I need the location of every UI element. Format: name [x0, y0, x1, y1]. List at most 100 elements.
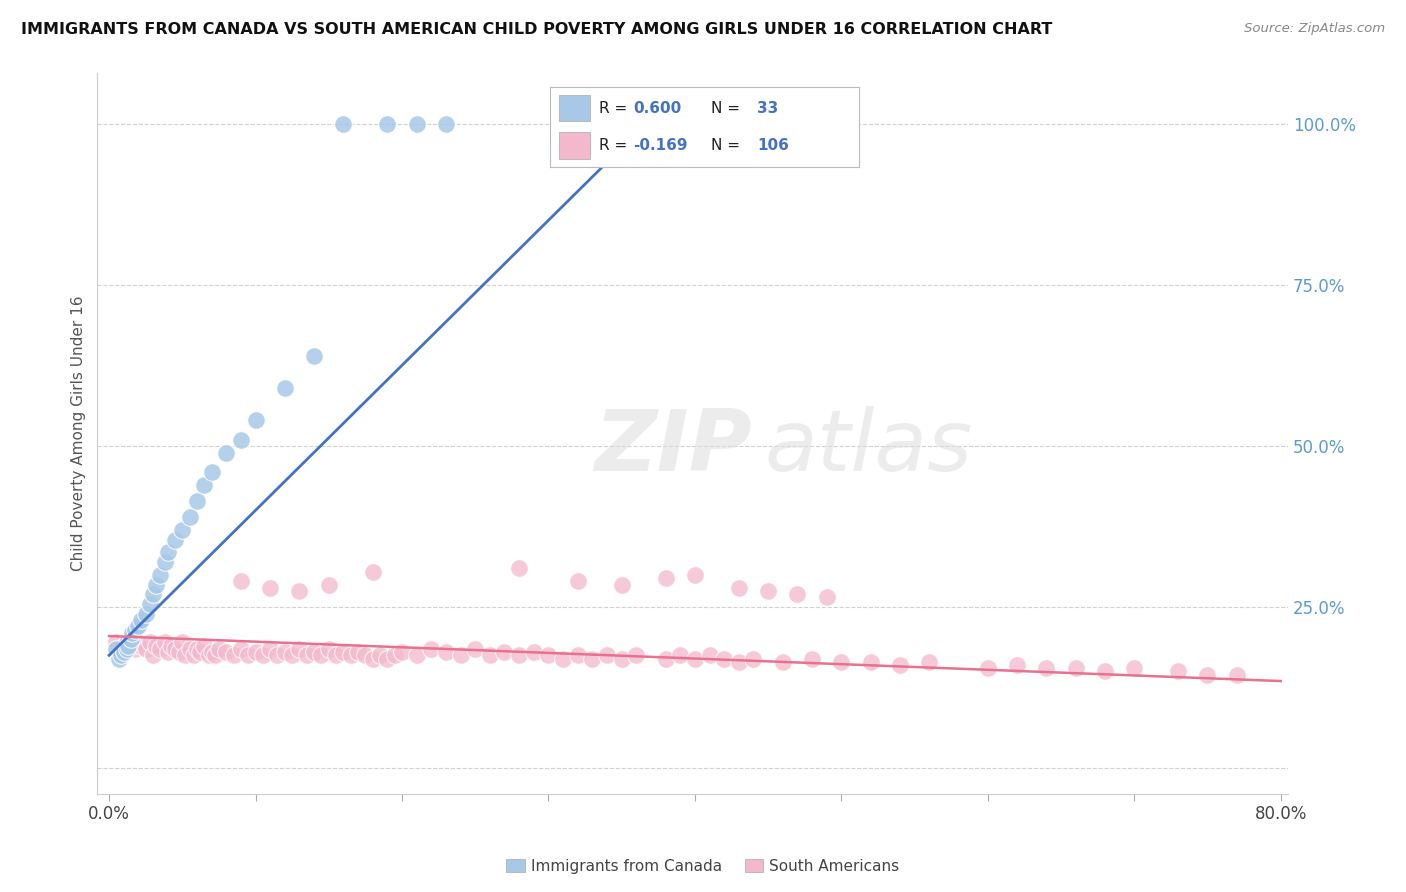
Point: [174, 648, 197, 663]
Point: [478, 648, 501, 663]
Legend: Immigrants from Canada, South Americans: Immigrants from Canada, South Americans: [501, 853, 905, 880]
Point: [266, 648, 288, 663]
Point: [375, 118, 398, 132]
Point: [683, 651, 706, 665]
Point: [172, 635, 194, 649]
Point: [815, 591, 838, 605]
Point: [391, 645, 413, 659]
Point: [384, 648, 406, 663]
Point: [464, 641, 486, 656]
Point: [859, 655, 882, 669]
Point: [110, 648, 132, 663]
Point: [142, 648, 165, 663]
Point: [259, 641, 281, 656]
Point: [129, 639, 152, 653]
Point: [112, 645, 135, 659]
Point: [197, 648, 219, 663]
Point: [135, 641, 157, 656]
Point: [193, 478, 215, 492]
Point: [288, 584, 311, 599]
Point: [124, 623, 146, 637]
Point: [135, 607, 157, 621]
Point: [1064, 661, 1087, 675]
Point: [727, 581, 749, 595]
Point: [434, 118, 457, 132]
Point: [274, 381, 297, 395]
Point: [259, 581, 281, 595]
Point: [127, 619, 149, 633]
Point: [229, 574, 252, 589]
Point: [420, 641, 443, 656]
Point: [204, 648, 226, 663]
Point: [188, 645, 211, 659]
Point: [222, 648, 245, 663]
Point: [699, 648, 721, 663]
Point: [139, 597, 162, 611]
Point: [193, 639, 215, 653]
Point: [756, 584, 779, 599]
Point: [1094, 665, 1116, 679]
Point: [1167, 665, 1189, 679]
Point: [494, 645, 516, 659]
Point: [115, 641, 138, 656]
Point: [567, 648, 589, 663]
Point: [127, 635, 149, 649]
Point: [567, 574, 589, 589]
Point: [434, 645, 457, 659]
Point: [200, 465, 222, 479]
Point: [179, 510, 201, 524]
Point: [108, 651, 131, 665]
Point: [332, 645, 354, 659]
Point: [977, 661, 1000, 675]
Point: [179, 641, 201, 656]
Point: [120, 639, 142, 653]
Point: [1123, 661, 1146, 675]
Point: [129, 613, 152, 627]
Point: [311, 648, 333, 663]
Point: [610, 577, 633, 591]
Point: [325, 648, 347, 663]
Point: [124, 641, 146, 656]
Point: [169, 645, 191, 659]
Point: [139, 635, 162, 649]
Point: [112, 645, 135, 659]
Point: [669, 648, 692, 663]
Point: [450, 648, 472, 663]
Point: [318, 641, 340, 656]
Point: [332, 118, 354, 132]
Point: [153, 635, 176, 649]
Point: [889, 657, 911, 672]
Text: IMMIGRANTS FROM CANADA VS SOUTH AMERICAN CHILD POVERTY AMONG GIRLS UNDER 16 CORR: IMMIGRANTS FROM CANADA VS SOUTH AMERICAN…: [21, 22, 1053, 37]
Point: [215, 445, 238, 459]
Point: [508, 648, 530, 663]
Point: [523, 645, 546, 659]
Point: [117, 639, 139, 653]
Point: [537, 648, 560, 663]
Point: [302, 645, 325, 659]
Point: [727, 655, 749, 669]
Point: [156, 645, 179, 659]
Point: [252, 648, 274, 663]
Point: [551, 651, 574, 665]
Point: [110, 641, 132, 656]
Point: [626, 648, 648, 663]
Point: [105, 635, 128, 649]
Point: [596, 648, 619, 663]
Point: [156, 545, 179, 559]
Point: [120, 632, 142, 647]
Point: [145, 639, 167, 653]
Point: [274, 645, 297, 659]
Point: [288, 641, 311, 656]
Point: [405, 648, 427, 663]
Point: [1197, 667, 1219, 681]
Point: [654, 651, 676, 665]
Point: [368, 648, 391, 663]
Point: [1226, 667, 1249, 681]
Point: [105, 641, 128, 656]
Point: [918, 655, 941, 669]
Point: [508, 561, 530, 575]
Point: [149, 641, 172, 656]
Point: [186, 494, 208, 508]
Point: [215, 645, 238, 659]
Text: atlas: atlas: [763, 406, 972, 489]
